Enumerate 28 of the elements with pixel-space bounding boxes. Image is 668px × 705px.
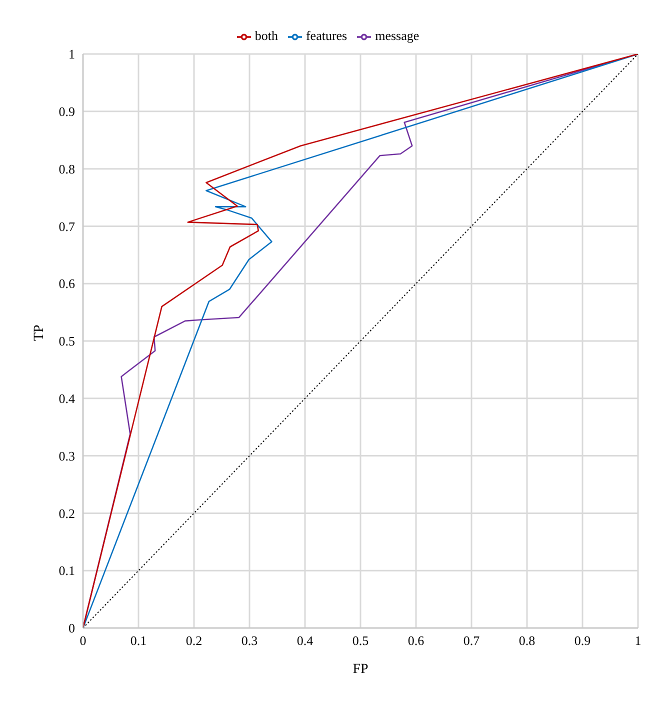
x-tick-label: 0.4 [296,633,314,648]
legend-label: message [375,28,420,43]
x-tick-label: 0.9 [574,633,591,648]
x-tick-label: 0.2 [186,633,202,648]
y-tick-label: 0 [68,620,75,636]
y-tick-label: 0.3 [58,448,75,464]
y-tick-label: 0.4 [58,391,76,406]
x-tick-label: 0 [80,633,86,648]
y-axis-title: TP [32,324,47,342]
x-tick-label: 0.3 [241,633,258,648]
y-tick-label: 0.6 [58,276,76,292]
x-axis-title: FP [352,662,368,677]
legend-label: both [254,28,278,43]
y-tick-label: 0.1 [58,563,75,578]
x-tick-label: 0.1 [130,633,147,648]
y-tick-label: 0.9 [58,104,75,120]
y-tick-label: 0.8 [58,161,75,176]
x-tick-label: 0.6 [408,633,425,648]
line-series [83,54,638,628]
x-tick-label: 0.8 [518,633,536,648]
legend-label: features [306,28,348,43]
y-tick-label: 0.5 [58,334,75,349]
x-tick-label: 1 [634,633,642,648]
y-tick-label: 0.2 [58,506,75,521]
y-tick-label: 0.7 [58,218,76,234]
y-tick-label: 1 [68,46,75,62]
x-tick-label: 0.5 [352,633,369,648]
x-tick-label: 0.7 [463,633,480,648]
